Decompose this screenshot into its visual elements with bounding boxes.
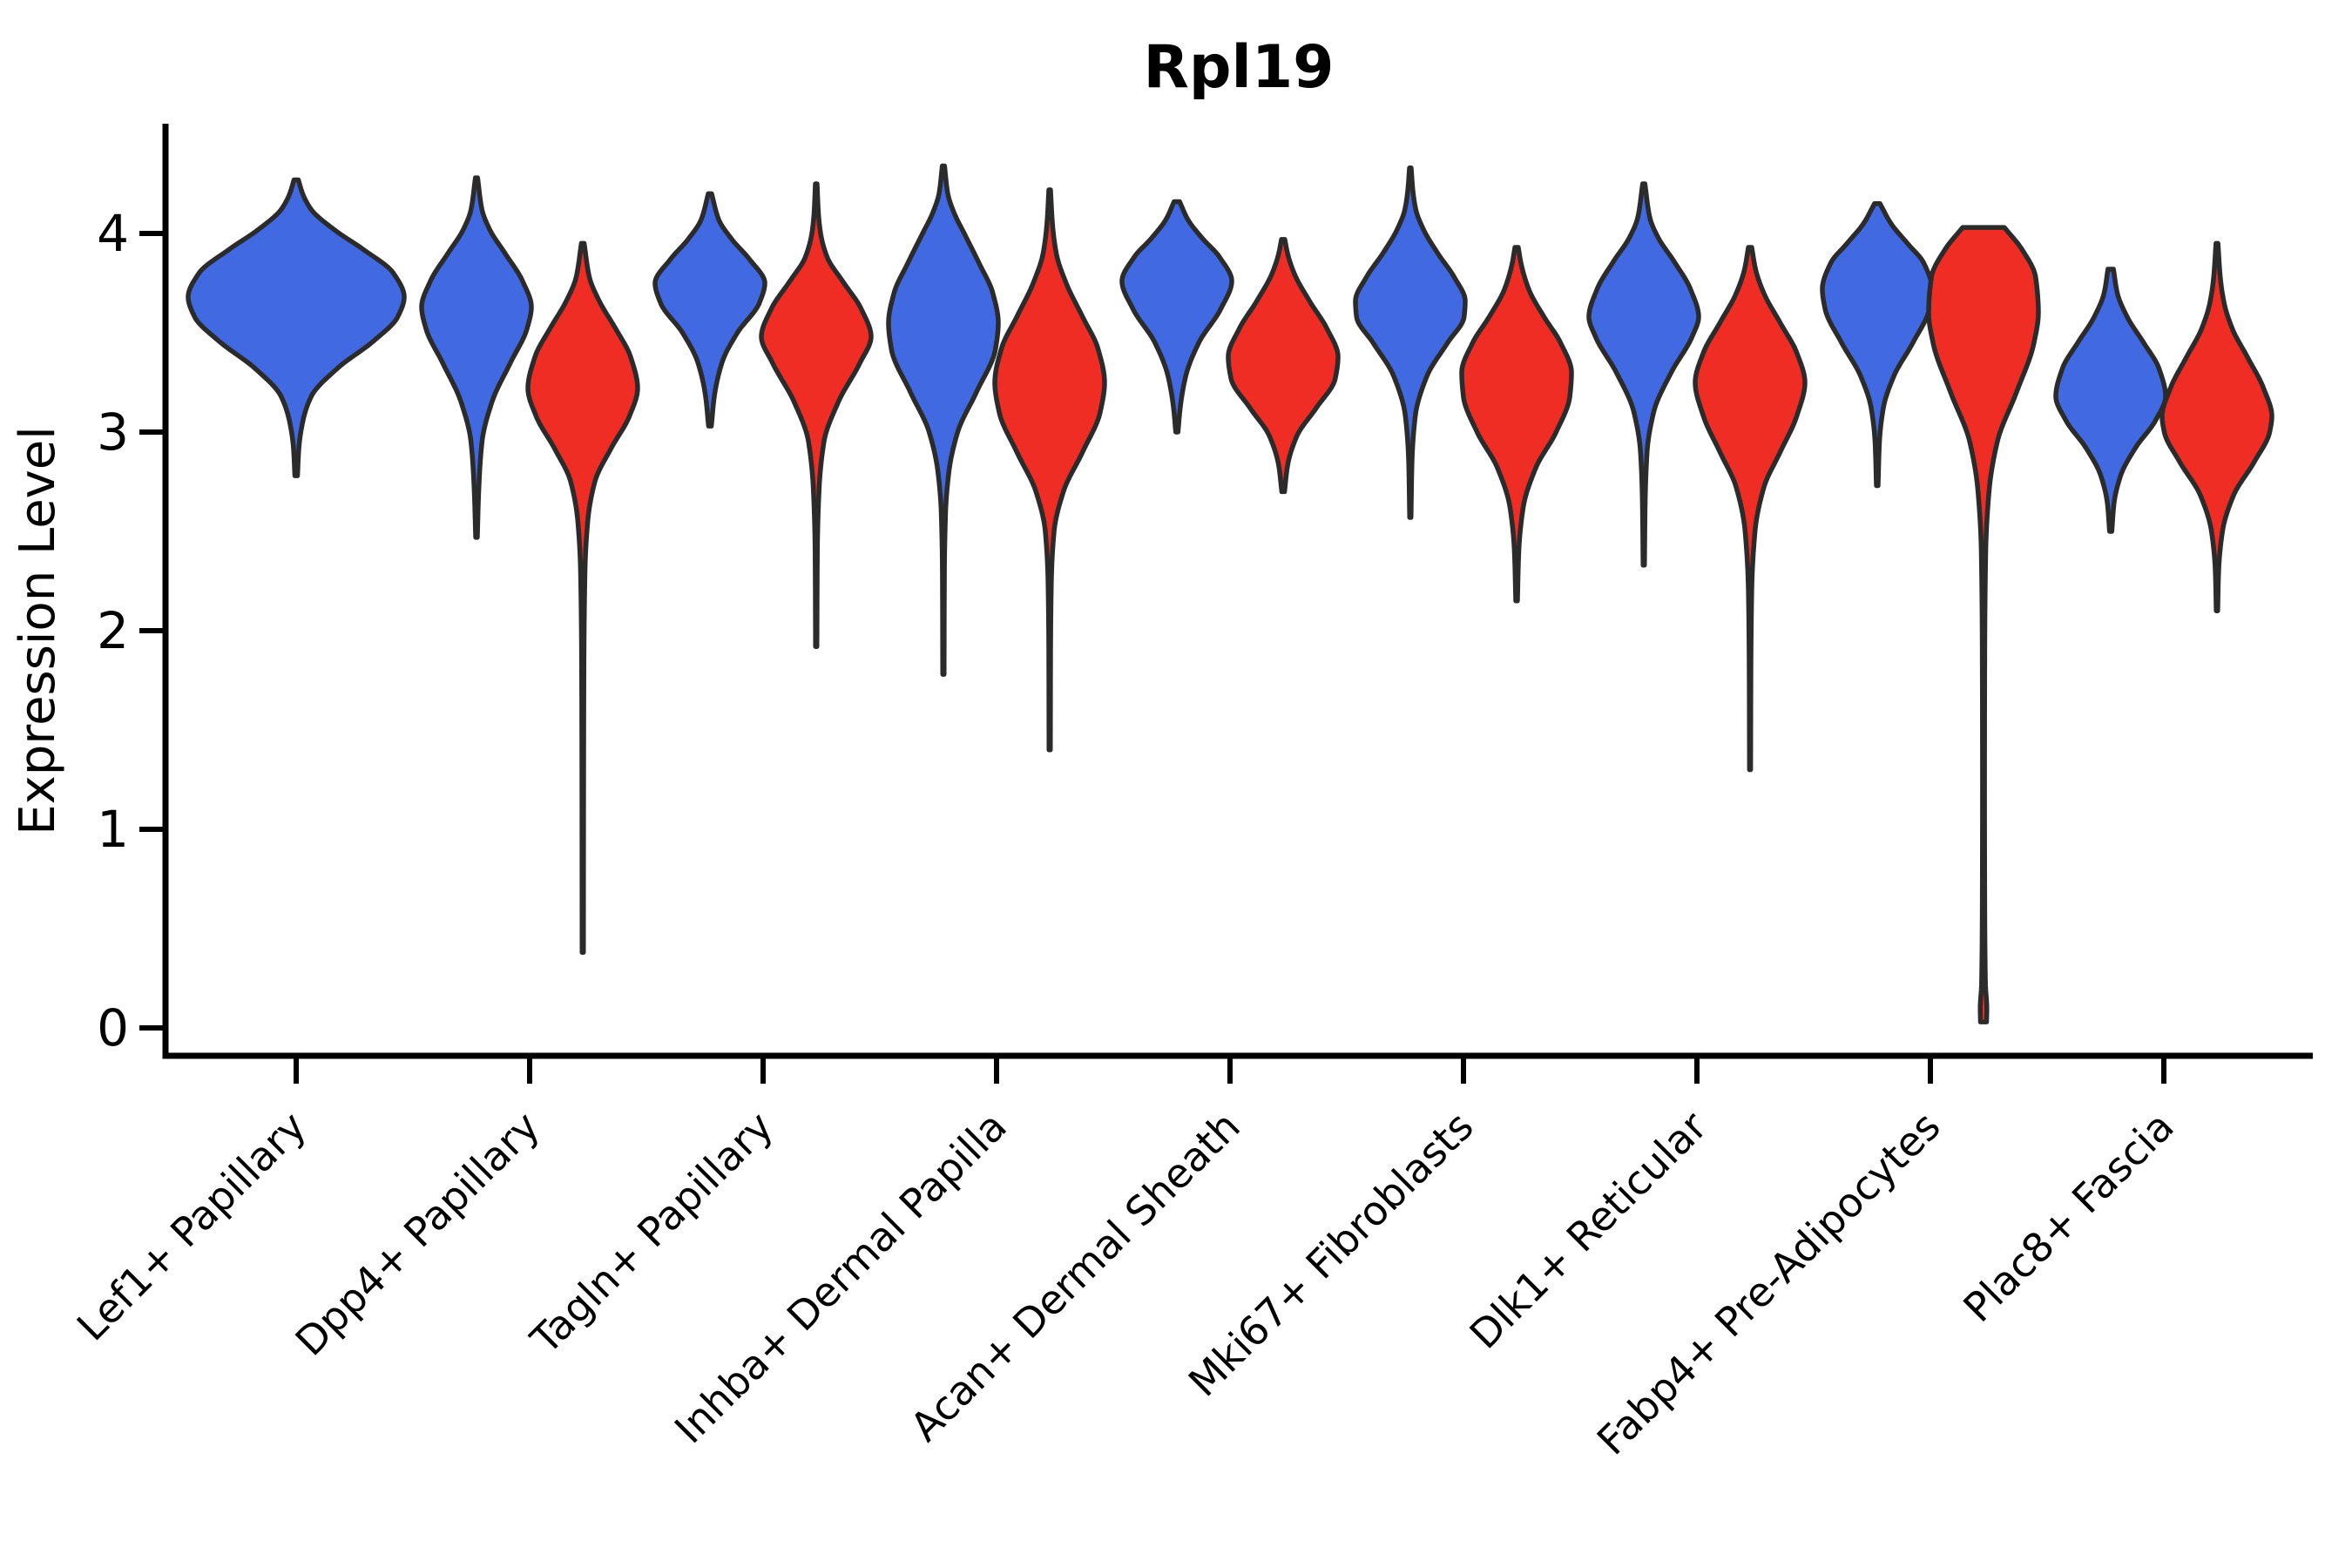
y-tick-label: 3: [97, 402, 129, 462]
violin-plac8-fascia-red: [2159, 240, 2274, 613]
violin-tagln-papillary-red: [759, 181, 874, 649]
chart-title: Rpl19: [1144, 33, 1335, 102]
violin-dlk1-reticular-red: [1693, 245, 1808, 773]
violin-inhba-dermal-papilla-red: [992, 187, 1107, 753]
x-tick-label: Plac8+ Fascia: [1954, 1103, 2182, 1331]
x-tick-label: Dlk1+ Reticular: [1461, 1103, 1716, 1358]
x-tick-label: Lef1+ Papillary: [68, 1103, 315, 1350]
violin-lef1-papillary-blue: [186, 177, 407, 478]
violin-inhba-dermal-papilla-blue: [886, 163, 1001, 677]
y-tick-label: 1: [97, 800, 129, 859]
y-tick-label: 2: [97, 601, 129, 660]
violin-fabp4-pre-adipocytes-red: [1926, 225, 2041, 1024]
violin-acan-dermal-sheath-red: [1226, 237, 1341, 495]
y-ticks: 0 1 2 3 4: [97, 204, 163, 1058]
violin-tagln-papillary-blue: [652, 191, 767, 429]
violin-dlk1-reticular-blue: [1586, 181, 1701, 568]
violin-dpp4-papillary-blue: [419, 175, 534, 540]
violin-mki67-fibroblasts-blue: [1353, 166, 1468, 520]
violin-plac8-fascia-blue: [2053, 267, 2168, 534]
x-tick-label: Tagln+ Papillary: [521, 1103, 782, 1364]
y-tick-label: 0: [97, 998, 129, 1058]
violin-mki67-fibroblasts-red: [1459, 245, 1574, 604]
y-axis-label: Expression Level: [10, 426, 66, 835]
violin-acan-dermal-sheath-blue: [1119, 199, 1234, 435]
y-tick-label: 4: [97, 204, 129, 263]
x-tick-label: Dpp4+ Papillary: [287, 1103, 549, 1365]
violin-dpp4-papillary-red: [525, 240, 640, 956]
violins-layer: [186, 163, 2274, 1024]
violin-fabp4-pre-adipocytes-blue: [1820, 201, 1935, 489]
